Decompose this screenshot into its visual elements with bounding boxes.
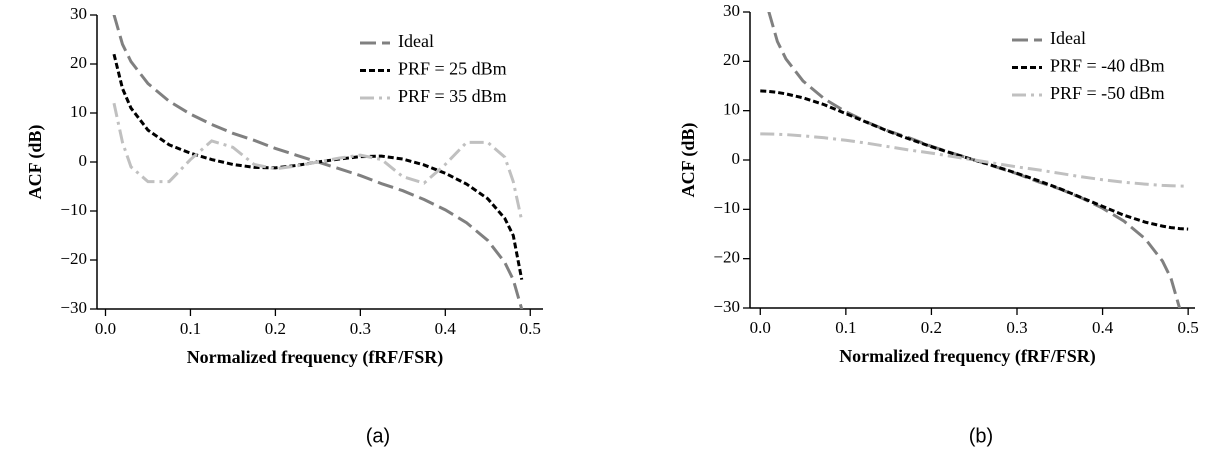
x-tick-label: 0.0: [95, 319, 116, 338]
y-tick-label: −10: [60, 200, 87, 219]
x-tick-label: 0.5: [520, 319, 541, 338]
legend-label: PRF = -50 dBm: [1050, 83, 1165, 103]
x-tick-label: 0.5: [1178, 318, 1199, 337]
x-axis-label: Normalized frequency (fRF/FSR): [187, 347, 444, 368]
y-tick-label: −30: [713, 297, 740, 316]
y-tick-label: −30: [60, 298, 87, 317]
y-axis-label: ACF (dB): [25, 125, 46, 200]
x-tick-label: 0.4: [1092, 318, 1114, 337]
x-tick-label: 0.2: [921, 318, 942, 337]
y-tick-label: −20: [60, 249, 87, 268]
y-tick-label: 20: [723, 50, 740, 69]
series-line: [760, 132, 1189, 188]
y-axis-label: ACF (dB): [678, 123, 699, 198]
caption: (b): [969, 425, 993, 447]
legend-label: PRF = 35 dBm: [398, 86, 507, 106]
panel: −30 −20 −10 0 10 20 30 0.0 0.1 0.2 0.3 0.4 0.5 Normal…: [25, 4, 543, 447]
panel: −30 −20 −10 0 10 20 30 0.0 0.1 0.2 0.3 0.4 0.5 Normal…: [678, 1, 1199, 447]
legend-label: Ideal: [1050, 28, 1086, 48]
caption: (a): [366, 425, 390, 447]
series-line: [112, 102, 524, 222]
x-tick-label: 0.3: [350, 319, 371, 338]
y-tick-label: 0: [79, 151, 88, 170]
x-tick-label: 0.2: [265, 319, 286, 338]
y-tick-label: −20: [713, 248, 740, 267]
y-tick-label: 10: [70, 102, 87, 121]
x-tick-label: 0.4: [435, 319, 457, 338]
y-tick-label: −10: [713, 198, 740, 217]
y-tick-label: 20: [70, 53, 87, 72]
legend-label: PRF = 25 dBm: [398, 59, 507, 79]
series-line: [760, 89, 1189, 231]
x-tick-label: 0.3: [1006, 318, 1027, 337]
x-tick-label: 0.1: [180, 319, 201, 338]
x-axis-label: Normalized frequency (fRF/FSR): [839, 346, 1096, 367]
legend-label: Ideal: [398, 31, 434, 51]
y-tick-label: 10: [723, 100, 740, 119]
x-tick-label: 0.1: [835, 318, 856, 337]
y-tick-label: 30: [70, 4, 87, 23]
x-tick-label: 0.0: [750, 318, 771, 337]
y-tick-label: 30: [723, 1, 740, 20]
legend-label: PRF = -40 dBm: [1050, 56, 1165, 76]
y-tick-label: 0: [732, 149, 741, 168]
